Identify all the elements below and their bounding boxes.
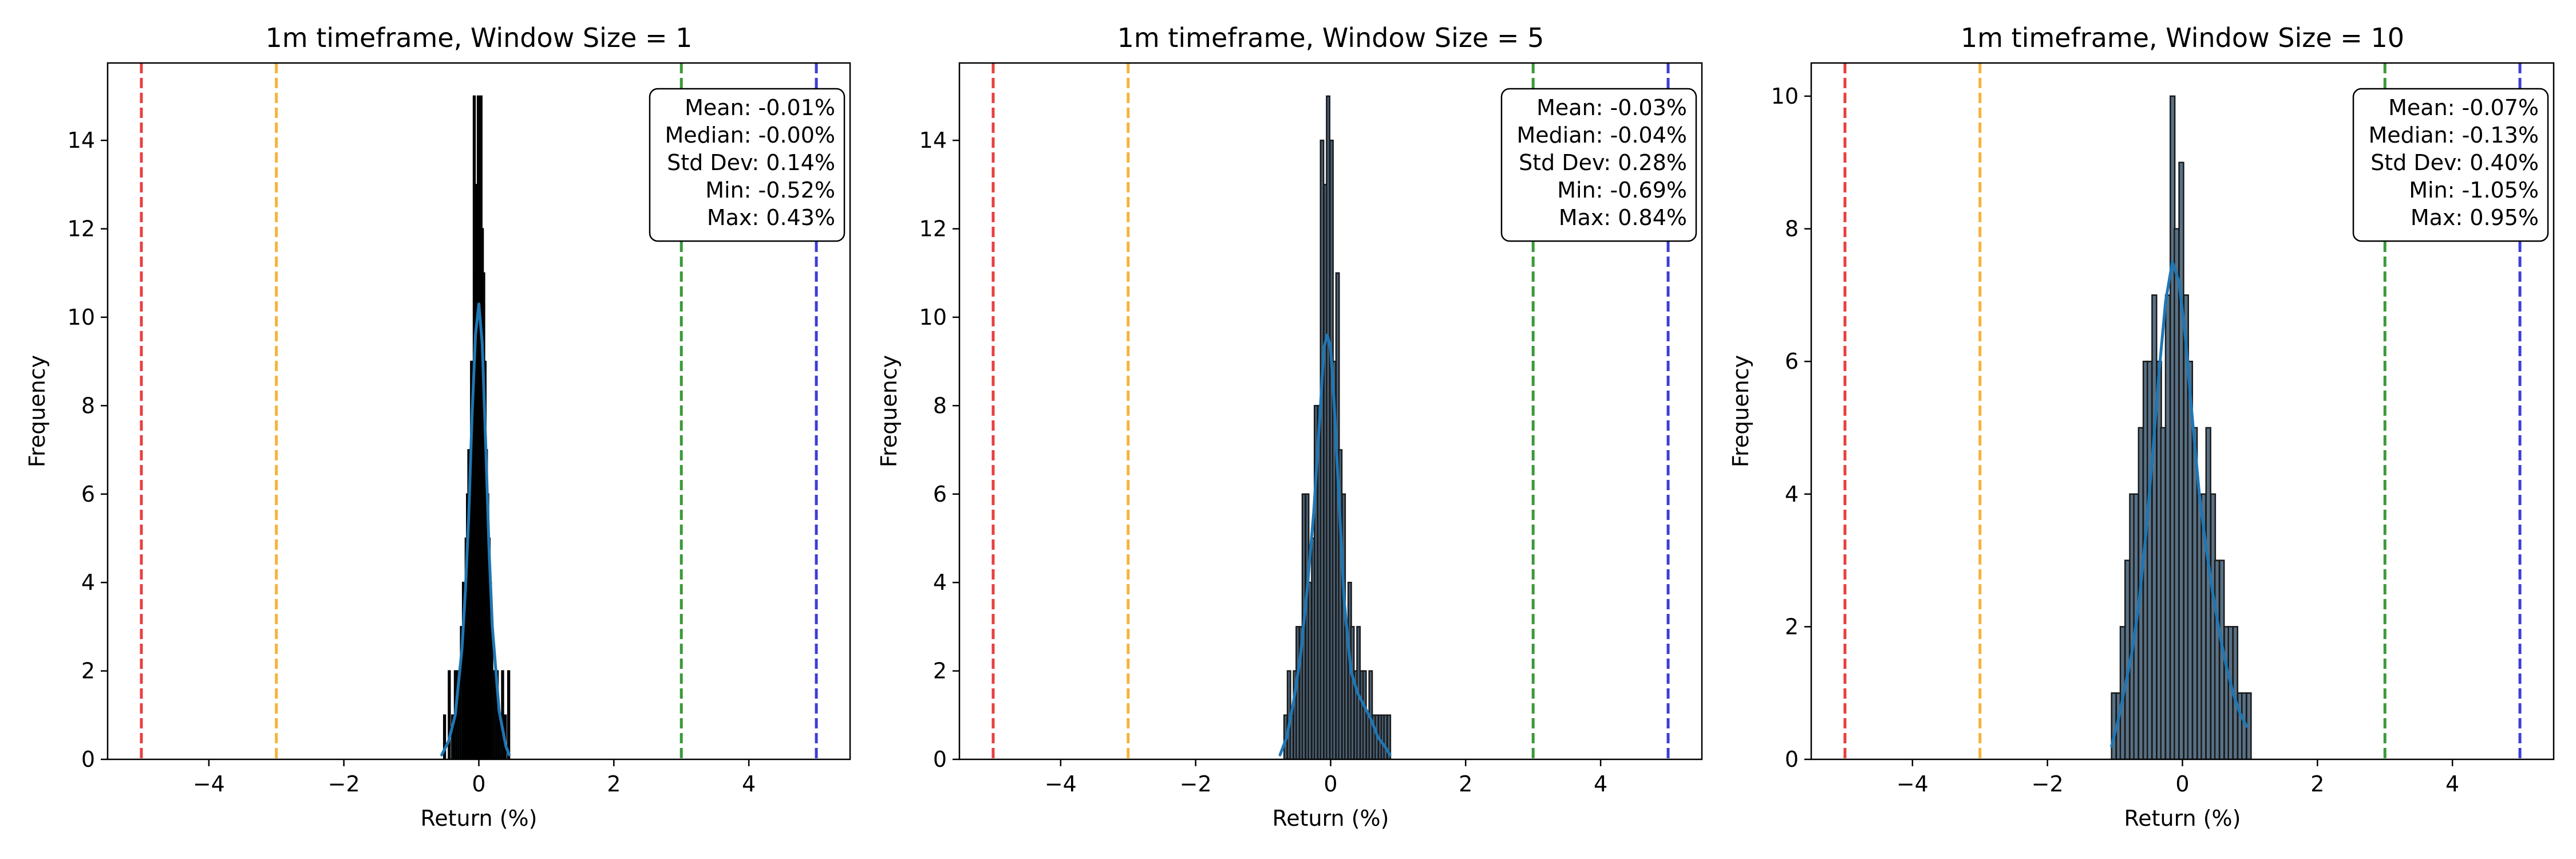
histogram-bar	[2151, 294, 2158, 759]
y-axis-label: Frequency	[876, 355, 902, 467]
histogram-bar	[501, 670, 504, 759]
x-tick-label: −4	[1045, 771, 1077, 797]
x-axis-label: Return (%)	[421, 806, 538, 831]
x-tick-label: 2	[2310, 771, 2324, 797]
stat-mean: Mean: -0.07%	[2388, 95, 2539, 120]
histogram-bar	[2164, 294, 2171, 759]
stats-box-background	[1500, 88, 1697, 242]
histogram-bar	[507, 670, 511, 759]
stat-min: Min: -1.05%	[2409, 178, 2539, 203]
y-tick-label: 2	[933, 659, 947, 684]
histogram-bar	[2214, 559, 2221, 759]
stat-median: Median: -0.04%	[1516, 123, 1687, 148]
y-tick-label: 10	[919, 305, 947, 330]
histogram-panel-window-5: −4 −2 0 2 4 0 2 4 6 8 10 12 14 1m timeframe, Window …	[876, 22, 1703, 831]
x-tick-label: 0	[1323, 771, 1337, 797]
x-tick-label: 2	[607, 771, 621, 797]
histogram-bar	[442, 714, 447, 759]
y-tick-label: 10	[1771, 84, 1799, 109]
x-tick-label: 4	[2445, 771, 2459, 797]
histogram-bar	[1326, 95, 1331, 759]
histogram-bar	[2219, 559, 2225, 759]
histogram-bar	[1362, 670, 1367, 759]
y-tick-label: 14	[919, 128, 947, 153]
kde-curve	[1278, 333, 1392, 756]
x-tick-label: −2	[328, 771, 360, 797]
stat-max: Max: 0.95%	[2411, 205, 2539, 230]
chart-title: 1m timeframe, Window Size = 1	[266, 22, 693, 53]
x-tick-label: 0	[2175, 771, 2189, 797]
stat-max: Max: 0.43%	[707, 205, 835, 230]
histogram-bar	[1383, 714, 1388, 759]
stat-max: Max: 0.84%	[1559, 205, 1687, 230]
histogram-bar	[1295, 626, 1300, 759]
stat-std-dev: Std Dev: 0.14%	[667, 150, 835, 175]
histogram-bar	[2124, 559, 2131, 759]
y-tick-label: 8	[933, 393, 947, 418]
histogram-bar	[2146, 360, 2153, 759]
y-tick-label: 0	[933, 747, 947, 772]
histogram-bar	[2174, 228, 2180, 759]
x-tick-label: 4	[1594, 771, 1607, 797]
histogram-panel-window-1: −4 −2 0 2 4 0 2 4 6 8 10 12 14 1m timeframe, Window …	[25, 22, 851, 831]
histogram-bar	[2205, 427, 2211, 759]
stat-std-dev: Std Dev: 0.28%	[1519, 150, 1687, 175]
x-tick-label: 2	[1459, 771, 1472, 797]
y-tick-label: 10	[68, 305, 95, 330]
y-tick-label: 6	[81, 482, 95, 507]
stat-median: Median: -0.13%	[2368, 123, 2539, 148]
y-tick-label: 4	[81, 570, 95, 595]
stats-box-background	[2352, 88, 2549, 242]
x-tick-label: −2	[2032, 771, 2064, 797]
y-tick-label: 12	[68, 216, 95, 242]
stat-std-dev: Std Dev: 0.40%	[2370, 150, 2539, 175]
stat-mean: Mean: -0.01%	[685, 95, 835, 120]
stats-box: Mean: -0.07% Median: -0.13% Std Dev: 0.4…	[2352, 88, 2549, 242]
kde-curve	[440, 302, 511, 756]
y-tick-label: 2	[81, 659, 95, 684]
y-tick-label: 12	[919, 216, 947, 242]
y-tick-label: 8	[81, 393, 95, 418]
y-tick-label: 4	[933, 570, 947, 595]
histogram-bar	[2160, 427, 2166, 759]
y-tick-label: 2	[1785, 614, 1799, 639]
chart-title: 1m timeframe, Window Size = 10	[1961, 22, 2404, 53]
y-axis-label: Frequency	[1728, 355, 1753, 467]
stat-min: Min: -0.69%	[1557, 178, 1687, 203]
x-tick-label: −4	[193, 771, 225, 797]
stat-mean: Mean: -0.03%	[1536, 95, 1687, 120]
x-tick-label: −4	[1897, 771, 1929, 797]
y-axis-label: Frequency	[25, 355, 50, 467]
y-tick-label: 6	[933, 482, 947, 507]
histogram-bar	[1386, 714, 1392, 759]
y-tick-label: 6	[1785, 349, 1799, 374]
stats-box-background	[649, 88, 846, 242]
y-tick-label: 0	[1785, 747, 1799, 772]
x-axis-label: Return (%)	[1273, 806, 1389, 831]
histogram-bar	[1307, 581, 1313, 759]
stat-median: Median: -0.00%	[665, 123, 835, 148]
histogram-bar	[2178, 161, 2184, 759]
x-tick-label: 0	[472, 771, 485, 797]
y-tick-label: 0	[81, 747, 95, 772]
chart-title: 1m timeframe, Window Size = 5	[1117, 22, 1544, 53]
x-tick-label: 4	[742, 771, 756, 797]
x-tick-label: −2	[1180, 771, 1212, 797]
histogram-bar	[448, 670, 451, 759]
x-axis-label: Return (%)	[2124, 806, 2241, 831]
histogram-bar	[1350, 626, 1355, 759]
stats-box: Mean: -0.03% Median: -0.04% Std Dev: 0.2…	[1500, 88, 1697, 242]
stat-min: Min: -0.52%	[705, 178, 835, 203]
histogram-bar	[451, 714, 455, 759]
y-tick-label: 4	[1785, 482, 1799, 507]
histogram-bar	[1319, 139, 1325, 759]
histogram-panel-window-10: −4 −2 0 2 4 0 2 4 6 8 10 1m timeframe, Window Size…	[1728, 22, 2555, 831]
y-tick-label: 14	[68, 128, 95, 153]
y-tick-label: 8	[1785, 216, 1799, 242]
stats-box: Mean: -0.01% Median: -0.00% Std Dev: 0.1…	[649, 88, 846, 242]
kde-curve	[2110, 260, 2249, 748]
